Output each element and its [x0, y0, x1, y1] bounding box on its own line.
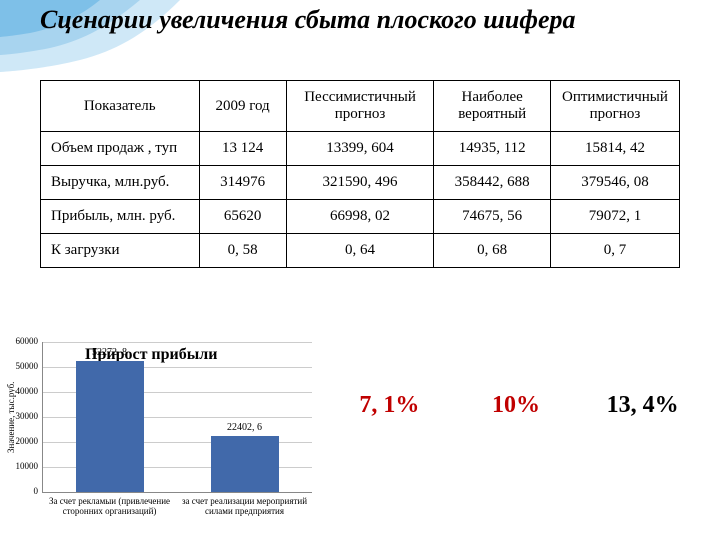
- chart-ytick: 30000: [4, 411, 38, 421]
- table-cell: 379546, 08: [550, 166, 679, 200]
- table-row: Объем продаж , туп13 12413399, 60414935,…: [41, 132, 680, 166]
- percent-row: 7, 1%10%13, 4%: [326, 392, 706, 419]
- slide: Сценарии увеличения сбыта плоского шифер…: [0, 0, 720, 540]
- percent-value: 10%: [453, 392, 580, 419]
- table-row: К загрузки0, 580, 640, 680, 7: [41, 234, 680, 268]
- chart-xaxis: [42, 492, 312, 493]
- table-cell: Выручка, млн.руб.: [41, 166, 200, 200]
- table-cell: 15814, 42: [550, 132, 679, 166]
- table-cell: 79072, 1: [550, 200, 679, 234]
- table-cell: 0, 7: [550, 234, 679, 268]
- data-table: Показатель2009 годПессимистичный прогноз…: [40, 80, 680, 268]
- table-row: Прибыль, млн. руб.6562066998, 0274675, 5…: [41, 200, 680, 234]
- bar-chart: Прирост прибыли Значение, тыс.руб. 01000…: [0, 338, 350, 538]
- table-header: Наиболее вероятный: [434, 81, 551, 132]
- chart-ytick: 50000: [4, 361, 38, 371]
- table-cell: 321590, 496: [286, 166, 434, 200]
- table-cell: 13 124: [199, 132, 286, 166]
- chart-bar: [211, 436, 279, 492]
- table-cell: 65620: [199, 200, 286, 234]
- chart-value-label: 22402, 6: [196, 422, 294, 433]
- percent-value: 7, 1%: [326, 392, 453, 419]
- table-header: 2009 год: [199, 81, 286, 132]
- table-cell: К загрузки: [41, 234, 200, 268]
- table-header: Показатель: [41, 81, 200, 132]
- chart-yaxis: [42, 342, 43, 492]
- table-row: Выручка, млн.руб.314976321590, 496358442…: [41, 166, 680, 200]
- table-cell: 0, 68: [434, 234, 551, 268]
- table-cell: 66998, 02: [286, 200, 434, 234]
- chart-category-label: За счет рекламыи (привлечение сторонних …: [42, 496, 177, 517]
- chart-gridline: [42, 342, 312, 343]
- chart-ytick: 40000: [4, 386, 38, 396]
- chart-bar: [76, 361, 144, 492]
- chart-ytick: 10000: [4, 461, 38, 471]
- chart-value-label: 52272, 8: [61, 347, 159, 358]
- table-cell: 14935, 112: [434, 132, 551, 166]
- chart-category-label: за счет реализации мероприятий силами пр…: [177, 496, 312, 517]
- table-cell: 13399, 604: [286, 132, 434, 166]
- table-header: Оптимистичный прогноз: [550, 81, 679, 132]
- percent-value: 13, 4%: [579, 392, 706, 419]
- table-cell: 314976: [199, 166, 286, 200]
- chart-ytick: 20000: [4, 436, 38, 446]
- table-cell: 0, 58: [199, 234, 286, 268]
- table-cell: 0, 64: [286, 234, 434, 268]
- chart-ytick: 0: [4, 486, 38, 496]
- table-cell: 358442, 688: [434, 166, 551, 200]
- table-cell: 74675, 56: [434, 200, 551, 234]
- chart-ytick: 60000: [4, 336, 38, 346]
- table-cell: Объем продаж , туп: [41, 132, 200, 166]
- table-cell: Прибыль, млн. руб.: [41, 200, 200, 234]
- table-header: Пессимистичный прогноз: [286, 81, 434, 132]
- slide-title: Сценарии увеличения сбыта плоского шифер…: [40, 6, 680, 35]
